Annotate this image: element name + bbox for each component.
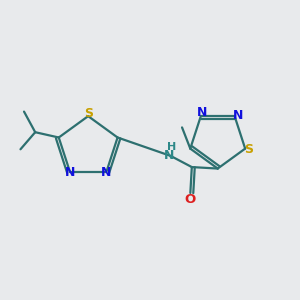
- Text: N: N: [65, 167, 75, 179]
- Text: O: O: [185, 193, 196, 206]
- Text: H: H: [167, 142, 177, 152]
- Text: N: N: [233, 109, 244, 122]
- Text: N: N: [164, 148, 174, 161]
- Text: N: N: [197, 106, 207, 119]
- Text: S: S: [244, 143, 253, 156]
- Text: N: N: [101, 167, 112, 179]
- Text: S: S: [84, 107, 93, 120]
